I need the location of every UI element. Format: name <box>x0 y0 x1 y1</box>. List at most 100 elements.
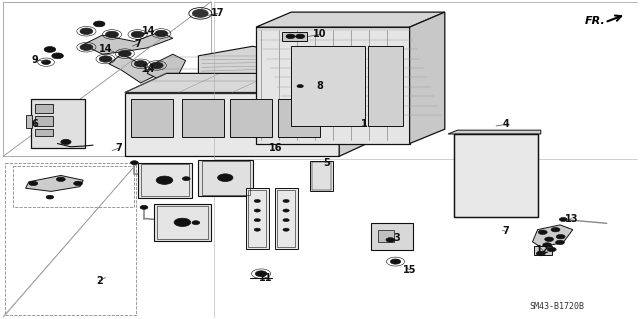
Circle shape <box>46 195 54 199</box>
Circle shape <box>56 177 65 182</box>
Bar <box>454 134 538 217</box>
Circle shape <box>254 228 260 231</box>
Bar <box>230 99 272 137</box>
Bar <box>26 115 32 128</box>
Bar <box>35 129 53 136</box>
Polygon shape <box>109 54 154 83</box>
Bar <box>278 99 320 137</box>
Bar <box>277 190 295 247</box>
Circle shape <box>283 199 289 203</box>
Bar <box>198 160 253 196</box>
Circle shape <box>74 181 83 186</box>
Polygon shape <box>147 54 186 80</box>
Circle shape <box>543 243 552 247</box>
Text: 1: 1 <box>362 119 368 130</box>
Circle shape <box>61 139 71 145</box>
Polygon shape <box>26 175 83 191</box>
Text: 9: 9 <box>32 55 38 65</box>
Polygon shape <box>256 12 445 27</box>
Polygon shape <box>83 32 173 54</box>
Bar <box>138 163 192 198</box>
Circle shape <box>174 218 191 226</box>
Circle shape <box>390 259 401 264</box>
Bar <box>298 84 317 89</box>
Circle shape <box>218 174 233 182</box>
Circle shape <box>559 218 567 221</box>
Circle shape <box>296 34 305 39</box>
Circle shape <box>283 228 289 231</box>
Bar <box>291 46 365 126</box>
Circle shape <box>140 205 148 209</box>
Text: 4: 4 <box>502 119 509 130</box>
Circle shape <box>286 34 295 39</box>
Text: 2: 2 <box>96 276 102 286</box>
Bar <box>5 163 136 315</box>
Circle shape <box>80 28 93 34</box>
Text: 14: 14 <box>142 63 156 74</box>
Circle shape <box>150 62 163 69</box>
Circle shape <box>99 56 112 62</box>
Circle shape <box>134 61 147 67</box>
Text: 14: 14 <box>99 44 113 55</box>
Bar <box>154 204 211 241</box>
Polygon shape <box>339 73 381 156</box>
Circle shape <box>551 227 560 232</box>
Text: 8: 8 <box>317 81 323 91</box>
Circle shape <box>155 30 168 37</box>
Text: 15: 15 <box>403 264 417 275</box>
Circle shape <box>52 53 63 59</box>
Text: 10: 10 <box>313 29 327 40</box>
Bar <box>35 116 53 126</box>
Circle shape <box>156 176 173 184</box>
Text: FR.: FR. <box>585 16 605 26</box>
Circle shape <box>297 85 303 88</box>
Circle shape <box>131 161 138 165</box>
Bar <box>454 134 538 217</box>
Circle shape <box>545 237 554 241</box>
Polygon shape <box>125 73 381 93</box>
Text: 7: 7 <box>115 143 122 153</box>
Circle shape <box>182 177 190 181</box>
Circle shape <box>254 209 260 212</box>
Polygon shape <box>125 93 339 156</box>
Circle shape <box>93 21 105 27</box>
Polygon shape <box>448 130 541 134</box>
Circle shape <box>556 234 565 239</box>
Text: 7: 7 <box>502 226 509 236</box>
Bar <box>13 166 134 207</box>
Bar <box>378 230 394 242</box>
Circle shape <box>536 251 545 256</box>
Text: 7: 7 <box>134 39 141 49</box>
Bar <box>246 188 269 249</box>
Bar <box>131 99 173 137</box>
Circle shape <box>283 219 289 222</box>
Circle shape <box>254 219 260 222</box>
Text: 17: 17 <box>211 8 225 19</box>
Text: 12: 12 <box>536 245 550 256</box>
Bar <box>368 46 403 126</box>
Circle shape <box>386 238 395 242</box>
Polygon shape <box>410 12 445 144</box>
Text: 13: 13 <box>564 213 579 224</box>
Polygon shape <box>532 225 573 247</box>
Circle shape <box>283 209 289 212</box>
Text: 16: 16 <box>268 143 282 153</box>
Bar <box>310 161 333 191</box>
Circle shape <box>255 271 267 277</box>
Circle shape <box>42 60 51 64</box>
Circle shape <box>80 44 93 50</box>
Circle shape <box>29 181 38 186</box>
Polygon shape <box>256 27 410 144</box>
Bar <box>371 223 413 250</box>
Text: 5: 5 <box>323 158 330 168</box>
Bar <box>182 99 224 137</box>
Text: 3: 3 <box>394 233 400 243</box>
Text: 14: 14 <box>142 26 156 36</box>
Bar <box>282 32 307 41</box>
Bar <box>157 206 208 239</box>
Circle shape <box>556 240 564 245</box>
Circle shape <box>254 199 260 203</box>
Circle shape <box>547 247 556 252</box>
Bar <box>275 188 298 249</box>
Circle shape <box>106 31 118 38</box>
